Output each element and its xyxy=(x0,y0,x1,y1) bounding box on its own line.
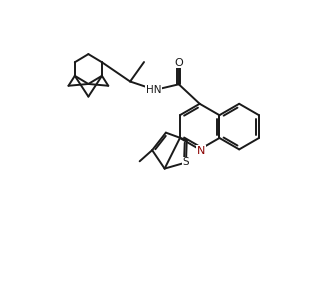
Text: HN: HN xyxy=(146,85,162,95)
Text: N: N xyxy=(197,146,205,156)
Text: S: S xyxy=(183,157,189,167)
Text: O: O xyxy=(174,58,183,68)
